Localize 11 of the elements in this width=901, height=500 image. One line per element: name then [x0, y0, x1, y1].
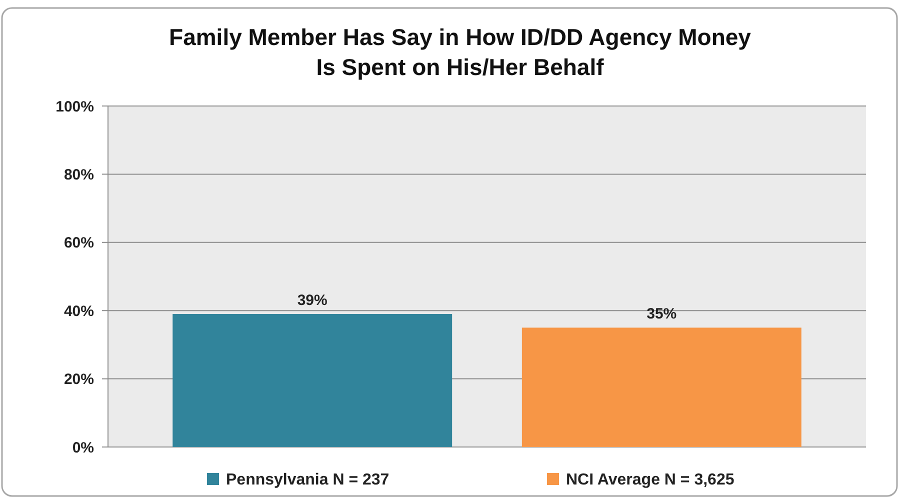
- legend-label: NCI Average N = 3,625: [566, 472, 734, 489]
- y-tick-label: 80%: [64, 166, 94, 184]
- y-tick-label: 0%: [72, 439, 94, 456]
- y-tick-label: 40%: [64, 302, 94, 320]
- chart-title: Family Member Has Say in How ID/DD Agency Money Is Spent on His/Her Behalf: [169, 24, 752, 80]
- text: 35%: [646, 306, 677, 323]
- y-tick-label: 100%: [56, 98, 94, 116]
- text: 39%: [297, 292, 328, 310]
- y-tick-label: 20%: [64, 371, 94, 388]
- legend-label: Pennsylvania N = 237: [226, 472, 390, 489]
- y-tick-label: 60%: [64, 234, 94, 252]
